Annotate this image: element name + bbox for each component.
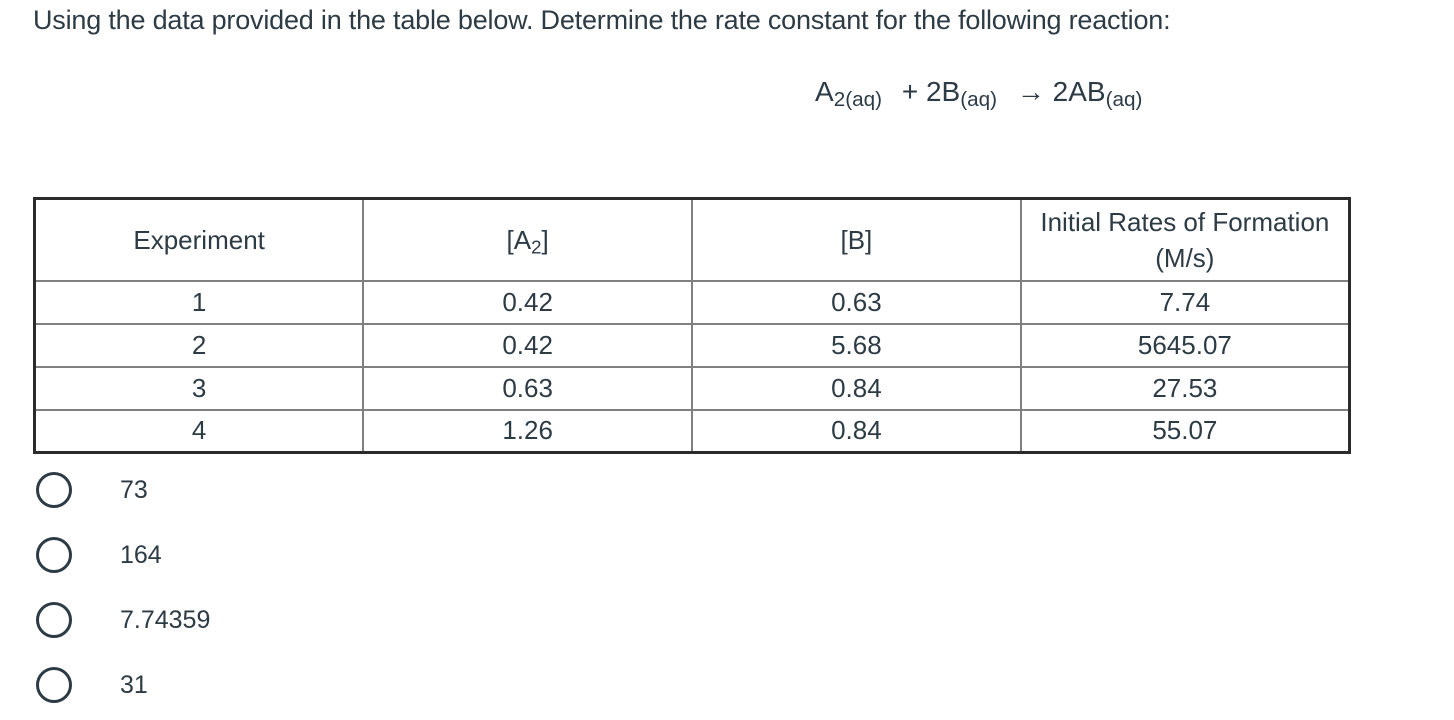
column-header-b: [B]	[691, 197, 1022, 282]
table-cell: 27.53	[1019, 365, 1351, 411]
equation-subscript: (aq)	[960, 88, 998, 112]
radio-button[interactable]	[36, 537, 72, 573]
radio-button[interactable]	[36, 472, 72, 508]
equation-text: + 2B	[901, 76, 961, 107]
header-text: [A	[506, 224, 532, 255]
column-header-a2: [A2]	[362, 197, 693, 282]
equation-text: A	[815, 76, 834, 107]
equation-subscript: (aq)	[1105, 88, 1143, 112]
table-cell: 2	[33, 322, 365, 368]
equation-term-a2: A2(aq)	[815, 76, 882, 110]
table-cell: 7.74	[1019, 279, 1351, 325]
equation-term-2b: + 2B(aq)	[901, 76, 997, 110]
header-subscript: 2	[531, 236, 542, 258]
reaction-equation: A2(aq) + 2B(aq) → 2AB(aq)	[815, 76, 1143, 110]
equation-subscript: 2(aq)	[833, 88, 883, 112]
table-header-row: Experiment [A2] [B] Initial Rates of For…	[33, 197, 1351, 282]
equation-text: → 2AB	[1016, 76, 1106, 107]
table-cell: 0.63	[362, 365, 693, 411]
answer-option-1[interactable]: 73	[36, 470, 210, 510]
column-header-rates: Initial Rates of Formation (M/s)	[1019, 197, 1351, 282]
table-row: 4 1.26 0.84 55.07	[33, 408, 1351, 454]
option-label: 7.74359	[120, 605, 211, 634]
answer-option-2[interactable]: 164	[36, 535, 210, 575]
table-cell: 0.42	[362, 322, 693, 368]
table-cell: 5645.07	[1019, 322, 1351, 368]
column-header-experiment: Experiment	[33, 197, 365, 282]
table-cell: 5.68	[691, 322, 1022, 368]
table-row: 2 0.42 5.68 5645.07	[33, 322, 1351, 368]
option-label: 164	[120, 540, 162, 569]
table-cell: 3	[33, 365, 365, 411]
table-cell: 55.07	[1019, 408, 1351, 454]
answer-options: 73 164 7.74359 31	[36, 470, 210, 720]
question-text: Using the data provided in the table bel…	[33, 5, 1171, 35]
table-cell: 4	[33, 408, 365, 454]
answer-option-3[interactable]: 7.74359	[36, 600, 210, 640]
answer-option-4[interactable]: 31	[36, 665, 210, 705]
option-label: 31	[120, 670, 148, 699]
option-label: 73	[120, 475, 148, 504]
table-row: 1 0.42 0.63 7.74	[33, 279, 1351, 325]
equation-term-2ab: → 2AB(aq)	[1016, 76, 1143, 110]
table-cell: 1	[33, 279, 365, 325]
rate-data-table: Experiment [A2] [B] Initial Rates of For…	[33, 197, 1351, 454]
table-cell: 0.84	[691, 365, 1022, 411]
radio-button[interactable]	[36, 667, 72, 703]
table-cell: 0.84	[691, 408, 1022, 454]
table-cell: 1.26	[362, 408, 693, 454]
radio-button[interactable]	[36, 602, 72, 638]
table-cell: 0.63	[691, 279, 1022, 325]
header-text: ]	[541, 224, 549, 255]
table-row: 3 0.63 0.84 27.53	[33, 365, 1351, 411]
table-cell: 0.42	[362, 279, 693, 325]
